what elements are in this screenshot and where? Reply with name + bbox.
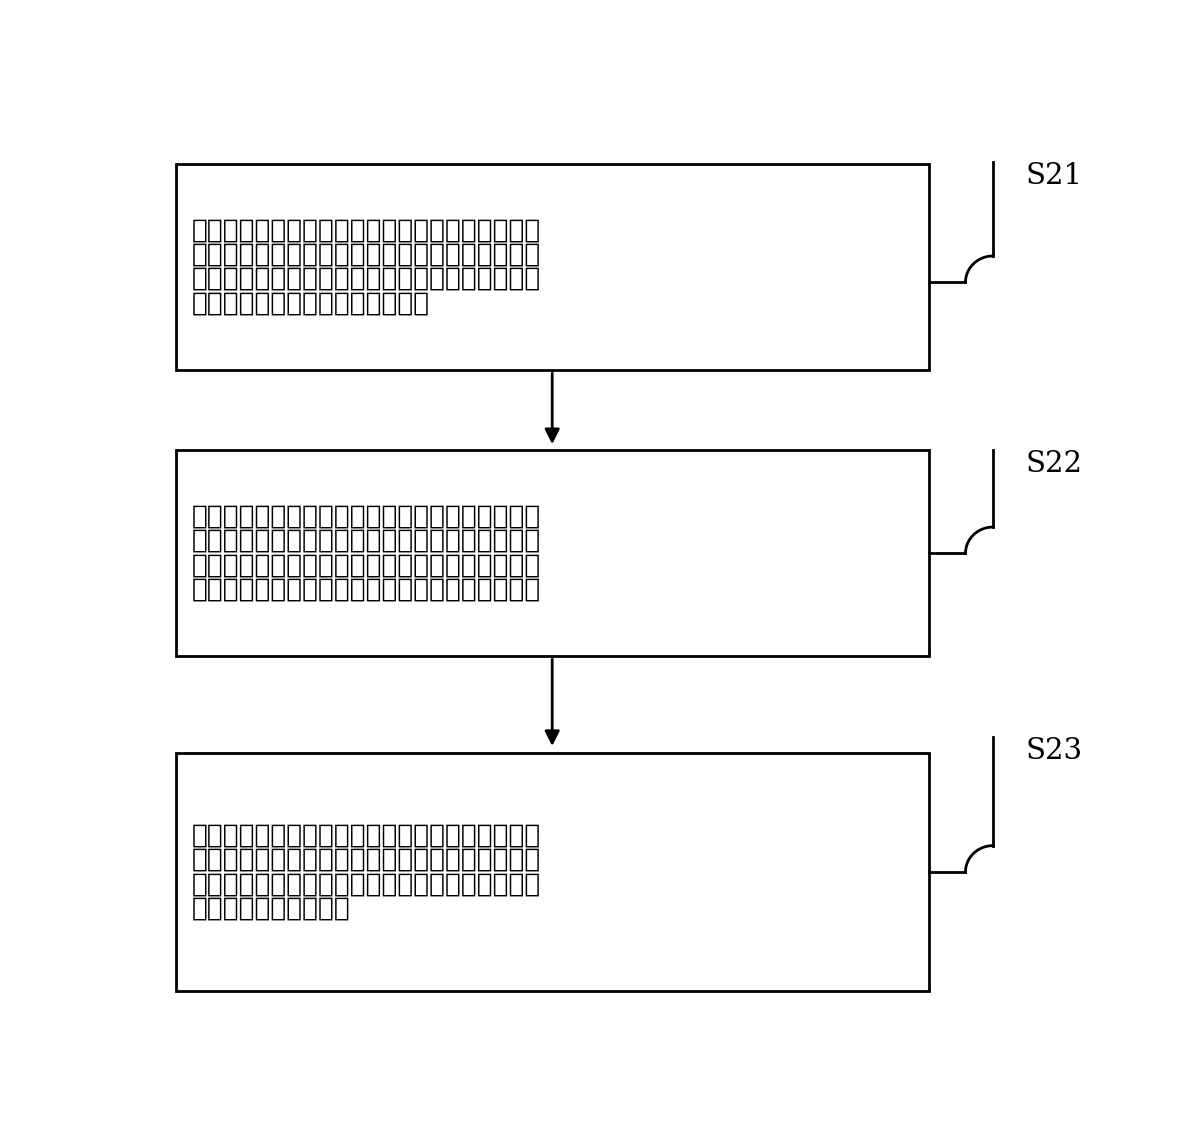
- Text: S23: S23: [1025, 737, 1082, 766]
- Text: 实例对象的代理对象，将之返回给客户进程的业务: 实例对象的代理对象，将之返回给客户进程的业务: [192, 847, 542, 873]
- Text: 装，向服务进程发起接口创建请求: 装，向服务进程发起接口创建请求: [192, 290, 430, 317]
- Text: 接口类的接口标识，按照预协议的请求格式进行封: 接口类的接口标识，按照预协议的请求格式进行封: [192, 266, 542, 293]
- Bar: [175, 163, 929, 370]
- Text: 封装后向客户进程反馈该创建操作产生的结果数据: 封装后向客户进程反馈该创建操作产生的结果数据: [192, 576, 542, 602]
- Text: S21: S21: [1025, 162, 1082, 190]
- Text: 客户进程根据其业务模块对接口类的调用，查询由: 客户进程根据其业务模块对接口类的调用，查询由: [192, 218, 542, 243]
- Text: 服务进程接收该接口创建请求，解析该请求，利用: 服务进程接收该接口创建请求，解析该请求，利用: [192, 504, 542, 530]
- Bar: [175, 449, 929, 656]
- Text: 客户进程接收所述结果数据，按照协议解析成所述: 客户进程接收所述结果数据，按照协议解析成所述: [192, 823, 542, 849]
- Text: 模块，以供所述业务模块通过调用所述代理对象而: 模块，以供所述业务模块通过调用所述代理对象而: [192, 871, 542, 897]
- Text: 生该实现类的实例对象，逆向以预协议的结果格式: 生该实现类的实例对象，逆向以预协议的结果格式: [192, 552, 542, 578]
- Text: 服务进程预先注册了接口注册信息的接口库获得该: 服务进程预先注册了接口注册信息的接口库获得该: [192, 242, 542, 267]
- Text: S22: S22: [1025, 449, 1082, 478]
- Text: 其中的接口标识执行对应的实现类的创建操作，产: 其中的接口标识执行对应的实现类的创建操作，产: [192, 528, 542, 554]
- Bar: [175, 753, 929, 991]
- Text: 实现调用所述实例对象: 实现调用所述实例对象: [192, 895, 351, 921]
